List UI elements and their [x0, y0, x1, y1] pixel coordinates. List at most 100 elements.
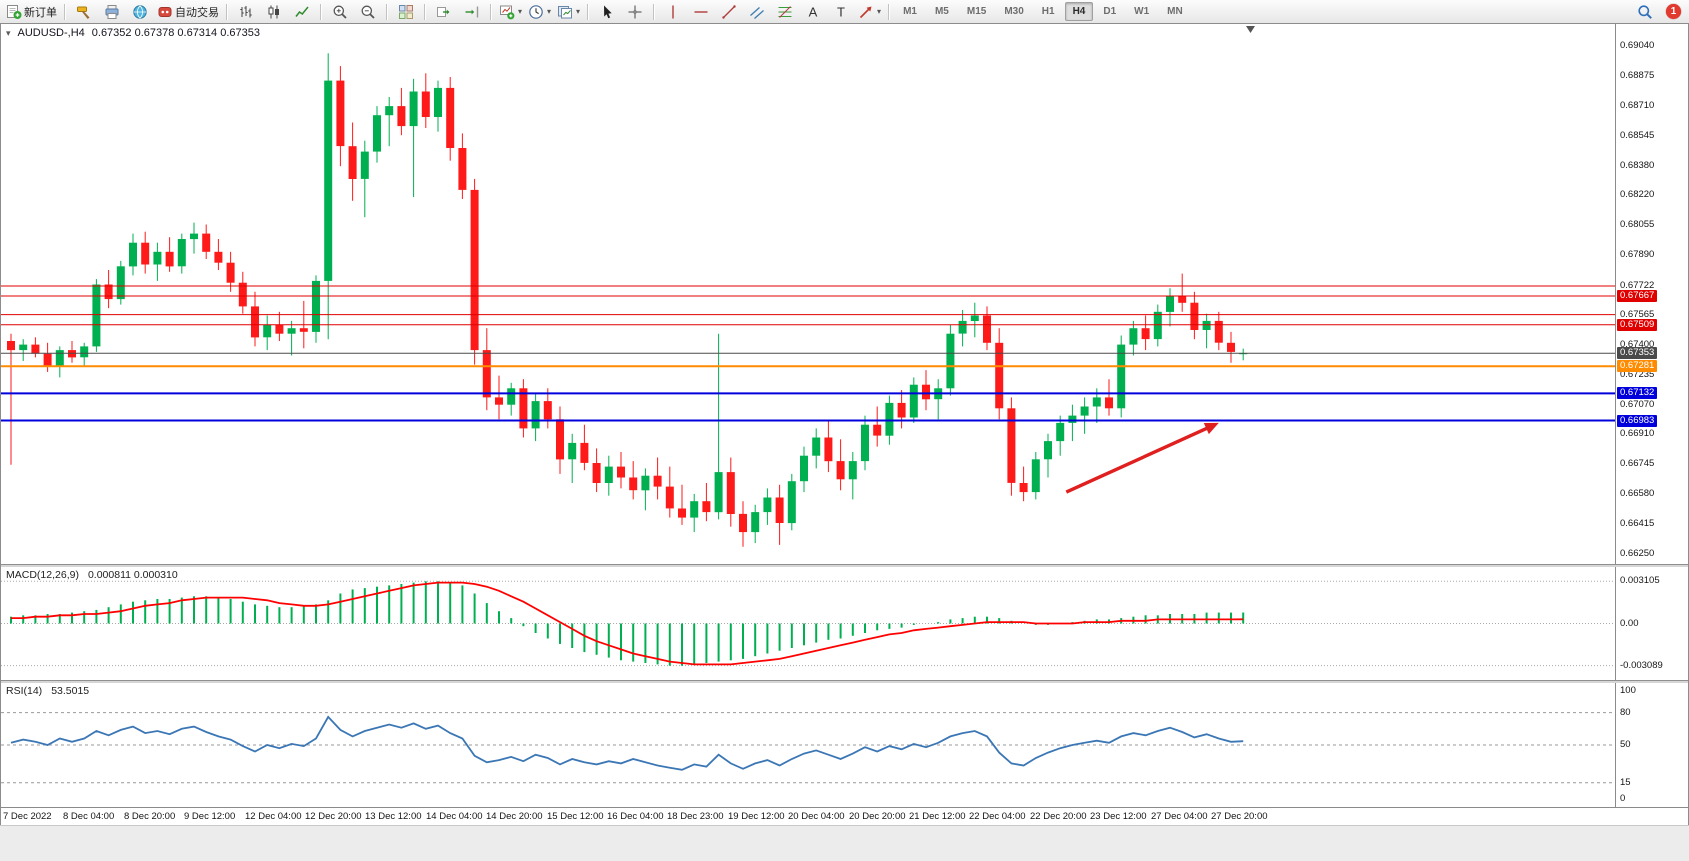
- price-axis[interactable]: 0.69040 0.68875 0.68710 0.68545 0.68380 0.682…: [1615, 24, 1687, 564]
- panel-separator[interactable]: [1, 680, 1688, 683]
- time-axis-label: 12 Dec 04:00: [245, 811, 302, 822]
- autotrading-button[interactable]: 自动交易: [154, 1, 222, 23]
- chevron-down-icon: ▾: [518, 7, 523, 16]
- macd-chart[interactable]: [1, 567, 1615, 680]
- rsi-title: RSI(14) 53.5015: [6, 685, 89, 697]
- periods-button[interactable]: ▾: [525, 1, 554, 23]
- new-chart-button[interactable]: ▾: [496, 1, 525, 23]
- chart-shift-marker[interactable]: [1246, 26, 1255, 33]
- one-click-trading-arrow[interactable]: ▾: [6, 27, 11, 38]
- tile-windows-icon: [399, 4, 413, 19]
- zoom-out-button[interactable]: [354, 1, 382, 23]
- horizontal-line-button[interactable]: [687, 1, 715, 23]
- line-chart-icon: [295, 6, 309, 17]
- rsi-line: [10, 715, 1244, 771]
- price-axis-label: 0.67070: [1620, 399, 1655, 410]
- timeframe-h4-button[interactable]: H4: [1064, 2, 1094, 21]
- price-axis-label: 0.66910: [1620, 428, 1655, 439]
- timeframe-w1-button[interactable]: W1: [1134, 6, 1150, 17]
- vertical-line-button[interactable]: [659, 1, 687, 23]
- timeframe-mn-button[interactable]: MN: [1167, 6, 1183, 17]
- time-axis-label: 20 Dec 20:00: [849, 811, 906, 822]
- chart-window: ▾ AUDUSD-,H4 0.67352 0.67378 0.67314 0.6…: [0, 23, 1689, 827]
- macd-axis-label: -0.003089: [1620, 660, 1663, 671]
- chevron-down-icon: ▾: [877, 7, 882, 16]
- tile-windows-button[interactable]: [392, 1, 420, 23]
- macd-axis[interactable]: 0.003105 0.00 -0.003089: [1615, 567, 1687, 680]
- rsi-axis-label: 50: [1620, 739, 1631, 750]
- time-axis-label: 14 Dec 20:00: [486, 811, 543, 822]
- toolbar-separator: [64, 3, 66, 20]
- rsi-axis-label: 80: [1620, 707, 1631, 718]
- web-terminal-button[interactable]: [126, 1, 154, 23]
- crosshair-button[interactable]: [621, 1, 649, 23]
- line-chart-button[interactable]: [288, 1, 316, 23]
- timeframe-h1-button[interactable]: H1: [1041, 6, 1055, 17]
- price-axis-label: 0.68055: [1620, 219, 1655, 230]
- new-order-button-label: 新订单: [24, 6, 57, 19]
- globe-icon: [133, 4, 147, 19]
- new-order-button[interactable]: 新订单: [3, 1, 60, 23]
- chart-title: ▾ AUDUSD-,H4 0.67352 0.67378 0.67314 0.6…: [6, 27, 260, 39]
- time-axis-label: 20 Dec 04:00: [788, 811, 845, 822]
- metaeditor-button[interactable]: [70, 1, 98, 23]
- timeframe-m15-button[interactable]: M15: [966, 6, 987, 17]
- rsi-axis[interactable]: 100 80 50 15 0: [1615, 683, 1687, 807]
- template-icon: [558, 5, 573, 18]
- rsi-chart[interactable]: [1, 683, 1615, 807]
- time-axis-label: 8 Dec 20:00: [124, 811, 176, 822]
- auto-scroll-icon: [437, 6, 450, 17]
- svg-text:A: A: [809, 4, 818, 19]
- line-price-tag: 0.67353: [1617, 347, 1658, 359]
- autotrading-button-label: 自动交易: [175, 6, 219, 19]
- cursor-icon: [604, 5, 612, 18]
- time-axis-label: 12 Dec 20:00: [305, 811, 362, 822]
- rsi-axis-label: 0: [1620, 793, 1626, 804]
- time-axis-label: 8 Dec 04:00: [63, 811, 115, 822]
- rsi-panel: RSI(14) 53.5015 100 80 50 15 0: [1, 683, 1688, 807]
- trendline-button[interactable]: [715, 1, 743, 23]
- channel-button[interactable]: [743, 1, 771, 23]
- cursor-button[interactable]: [593, 1, 621, 23]
- toolbar-separator: [424, 3, 426, 20]
- line-price-tag: 0.67281: [1617, 360, 1658, 372]
- time-axis[interactable]: 7 Dec 2022 8 Dec 04:00 8 Dec 20:00 9 Dec 12…: [1, 807, 1688, 826]
- macd-label: MACD(12,26,9): [6, 569, 79, 581]
- candlestick-chart[interactable]: [1, 24, 1615, 564]
- templates-button[interactable]: ▾: [554, 1, 583, 23]
- zoom-in-button[interactable]: [326, 1, 354, 23]
- panel-separator[interactable]: [1, 564, 1688, 567]
- candlestick-chart-button[interactable]: [260, 1, 288, 23]
- bottom-strip: [0, 825, 1689, 861]
- chart-shift-icon: [465, 6, 479, 17]
- print-icon: [105, 4, 119, 19]
- text-button[interactable]: A: [799, 1, 827, 23]
- timeframe-d1-button[interactable]: D1: [1103, 6, 1117, 17]
- timeframe-m1-button[interactable]: M1: [903, 6, 917, 17]
- price-axis-label: 0.67722: [1620, 280, 1655, 291]
- rsi-plot: RSI(14) 53.5015: [1, 683, 1615, 807]
- chart-shift-button[interactable]: [458, 1, 486, 23]
- price-axis-label: 0.68220: [1620, 189, 1655, 200]
- toolbar-separator: [888, 3, 891, 20]
- text-label-icon: T: [837, 4, 845, 19]
- timeframe-m30-button[interactable]: M30: [1004, 6, 1024, 17]
- toolbar-separator: [386, 3, 388, 20]
- arrows-button[interactable]: ▾: [855, 1, 884, 23]
- text-label-button[interactable]: T: [827, 1, 855, 23]
- timeframe-m5-button[interactable]: M5: [934, 6, 949, 17]
- auto-scroll-button[interactable]: [430, 1, 458, 23]
- notification-badge[interactable]: 1: [1666, 4, 1681, 19]
- candlestick-icon: [268, 5, 279, 18]
- horizontal-line-icon: [694, 10, 708, 13]
- fibonacci-button[interactable]: [771, 1, 799, 23]
- svg-text:T: T: [837, 4, 845, 19]
- toolbar-separator: [320, 3, 322, 20]
- price-axis-label: 0.68545: [1620, 130, 1655, 141]
- price-axis-label: 0.67890: [1620, 249, 1655, 260]
- print-button[interactable]: [98, 1, 126, 23]
- clock-icon: [529, 4, 543, 19]
- bar-chart-button[interactable]: [232, 1, 260, 23]
- search-button[interactable]: [1631, 1, 1659, 23]
- trend-arrow-annotation[interactable]: [1065, 422, 1219, 494]
